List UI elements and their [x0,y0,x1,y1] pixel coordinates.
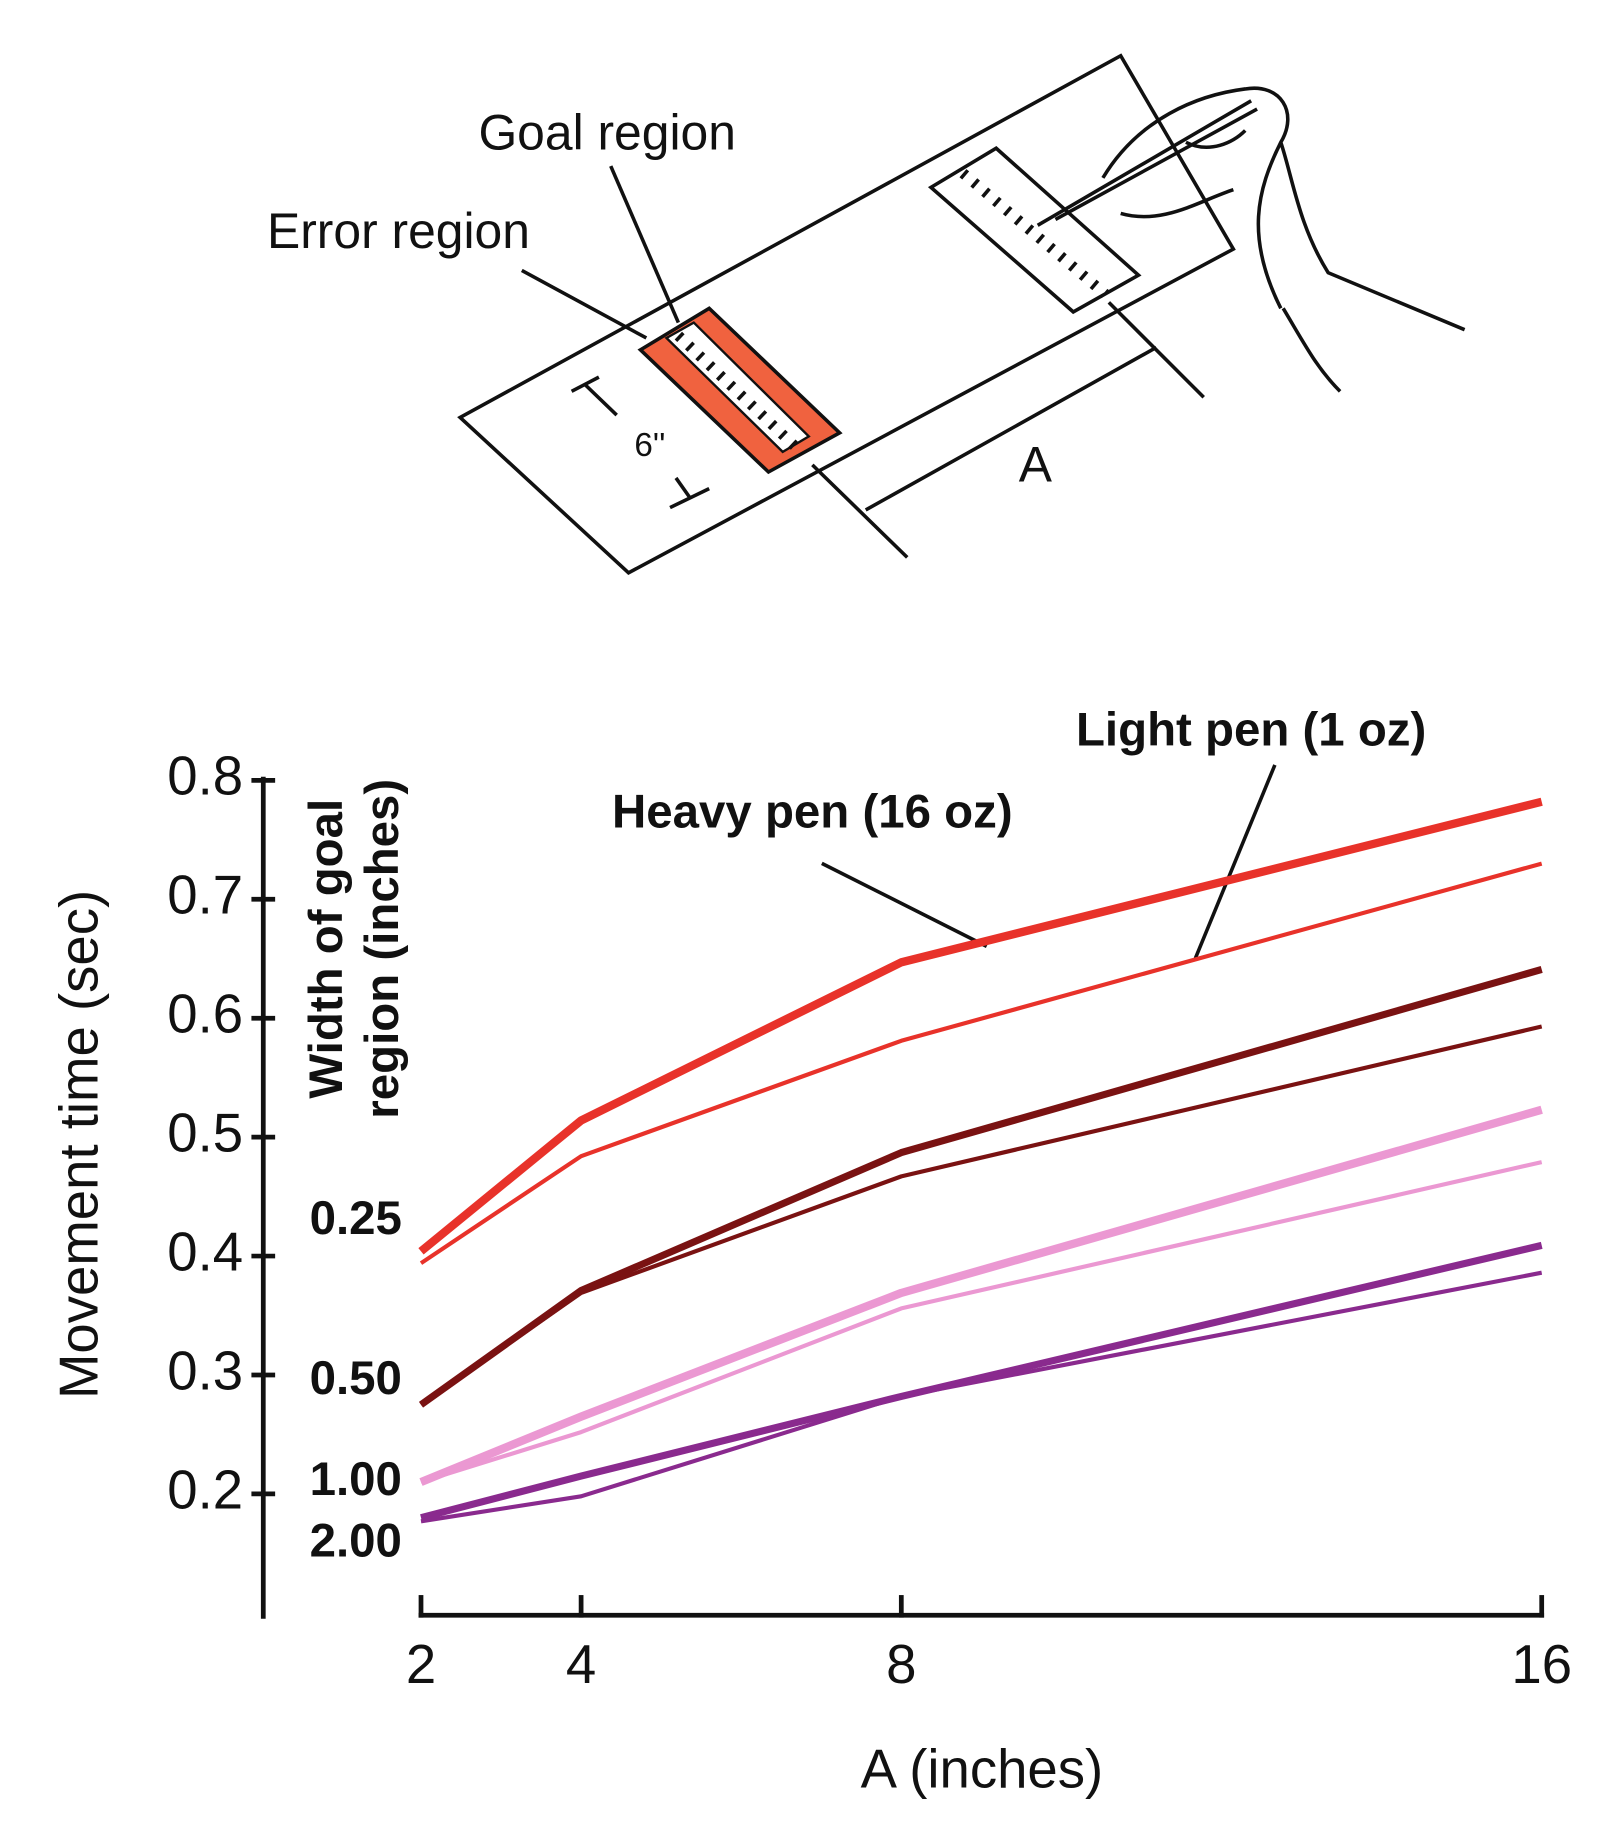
series-line [419,861,1543,1265]
y-tick-label: 0.6 [167,984,243,1045]
y-axis-label: Movement time (sec) [48,890,109,1399]
width-label: 2.00 [310,1515,402,1568]
y-tick-label: 0.3 [167,1340,243,1401]
dimension-line [864,345,1158,512]
start-hatching [959,169,1109,299]
annotation: Light pen (1 oz) [1076,703,1426,756]
y-tick-label: 0.7 [167,865,243,926]
y-tick-label: 0.4 [167,1221,243,1282]
y-tick-label: 0.8 [167,746,243,807]
annotation: Heavy pen (16 oz) [612,785,1013,838]
start-region [927,146,1142,315]
width-label: 0.25 [310,1192,402,1245]
series-line [420,1160,1543,1485]
width-dimension [674,476,692,500]
annotation-leader [821,861,988,948]
y-tick-label: 0.2 [167,1459,243,1520]
x-tick-label: 8 [886,1634,916,1695]
distance-label: A [1019,437,1053,493]
hand [1036,86,1466,393]
series-line [418,966,1543,1408]
series-line [418,797,1543,1255]
y2-axis-label: Width of goal [300,799,353,1099]
chart: Heavy pen (16 oz) Light pen (1 oz) Movem… [48,703,1572,1799]
series-line [420,1270,1543,1524]
width-dimension [669,487,710,510]
annotation-leader [1193,764,1277,959]
x-tick-label: 16 [1511,1634,1572,1695]
y-tick-label: 0.5 [167,1103,243,1164]
extension-line [811,463,909,559]
series-line [419,1024,1543,1407]
width-label: 1.00 [310,1453,402,1506]
width-label: 6'' [634,427,665,464]
series-line [420,1241,1543,1522]
extension-line [1107,301,1205,399]
error-leader [520,268,648,340]
x-tick-label: 4 [566,1634,596,1695]
error-label: Error region [267,203,530,259]
series-line [419,1105,1543,1486]
y2-axis-label: region (inches) [356,779,409,1119]
goal-leader [609,165,680,324]
width-dimension [583,382,618,417]
x-axis-label: A (inches) [861,1738,1104,1799]
board [457,53,1236,575]
x-tick-label: 2 [406,1634,436,1695]
goal-label: Goal region [478,105,735,161]
diagram: Goal region Error region 6'' A [267,53,1466,575]
width-label: 0.50 [310,1352,402,1405]
